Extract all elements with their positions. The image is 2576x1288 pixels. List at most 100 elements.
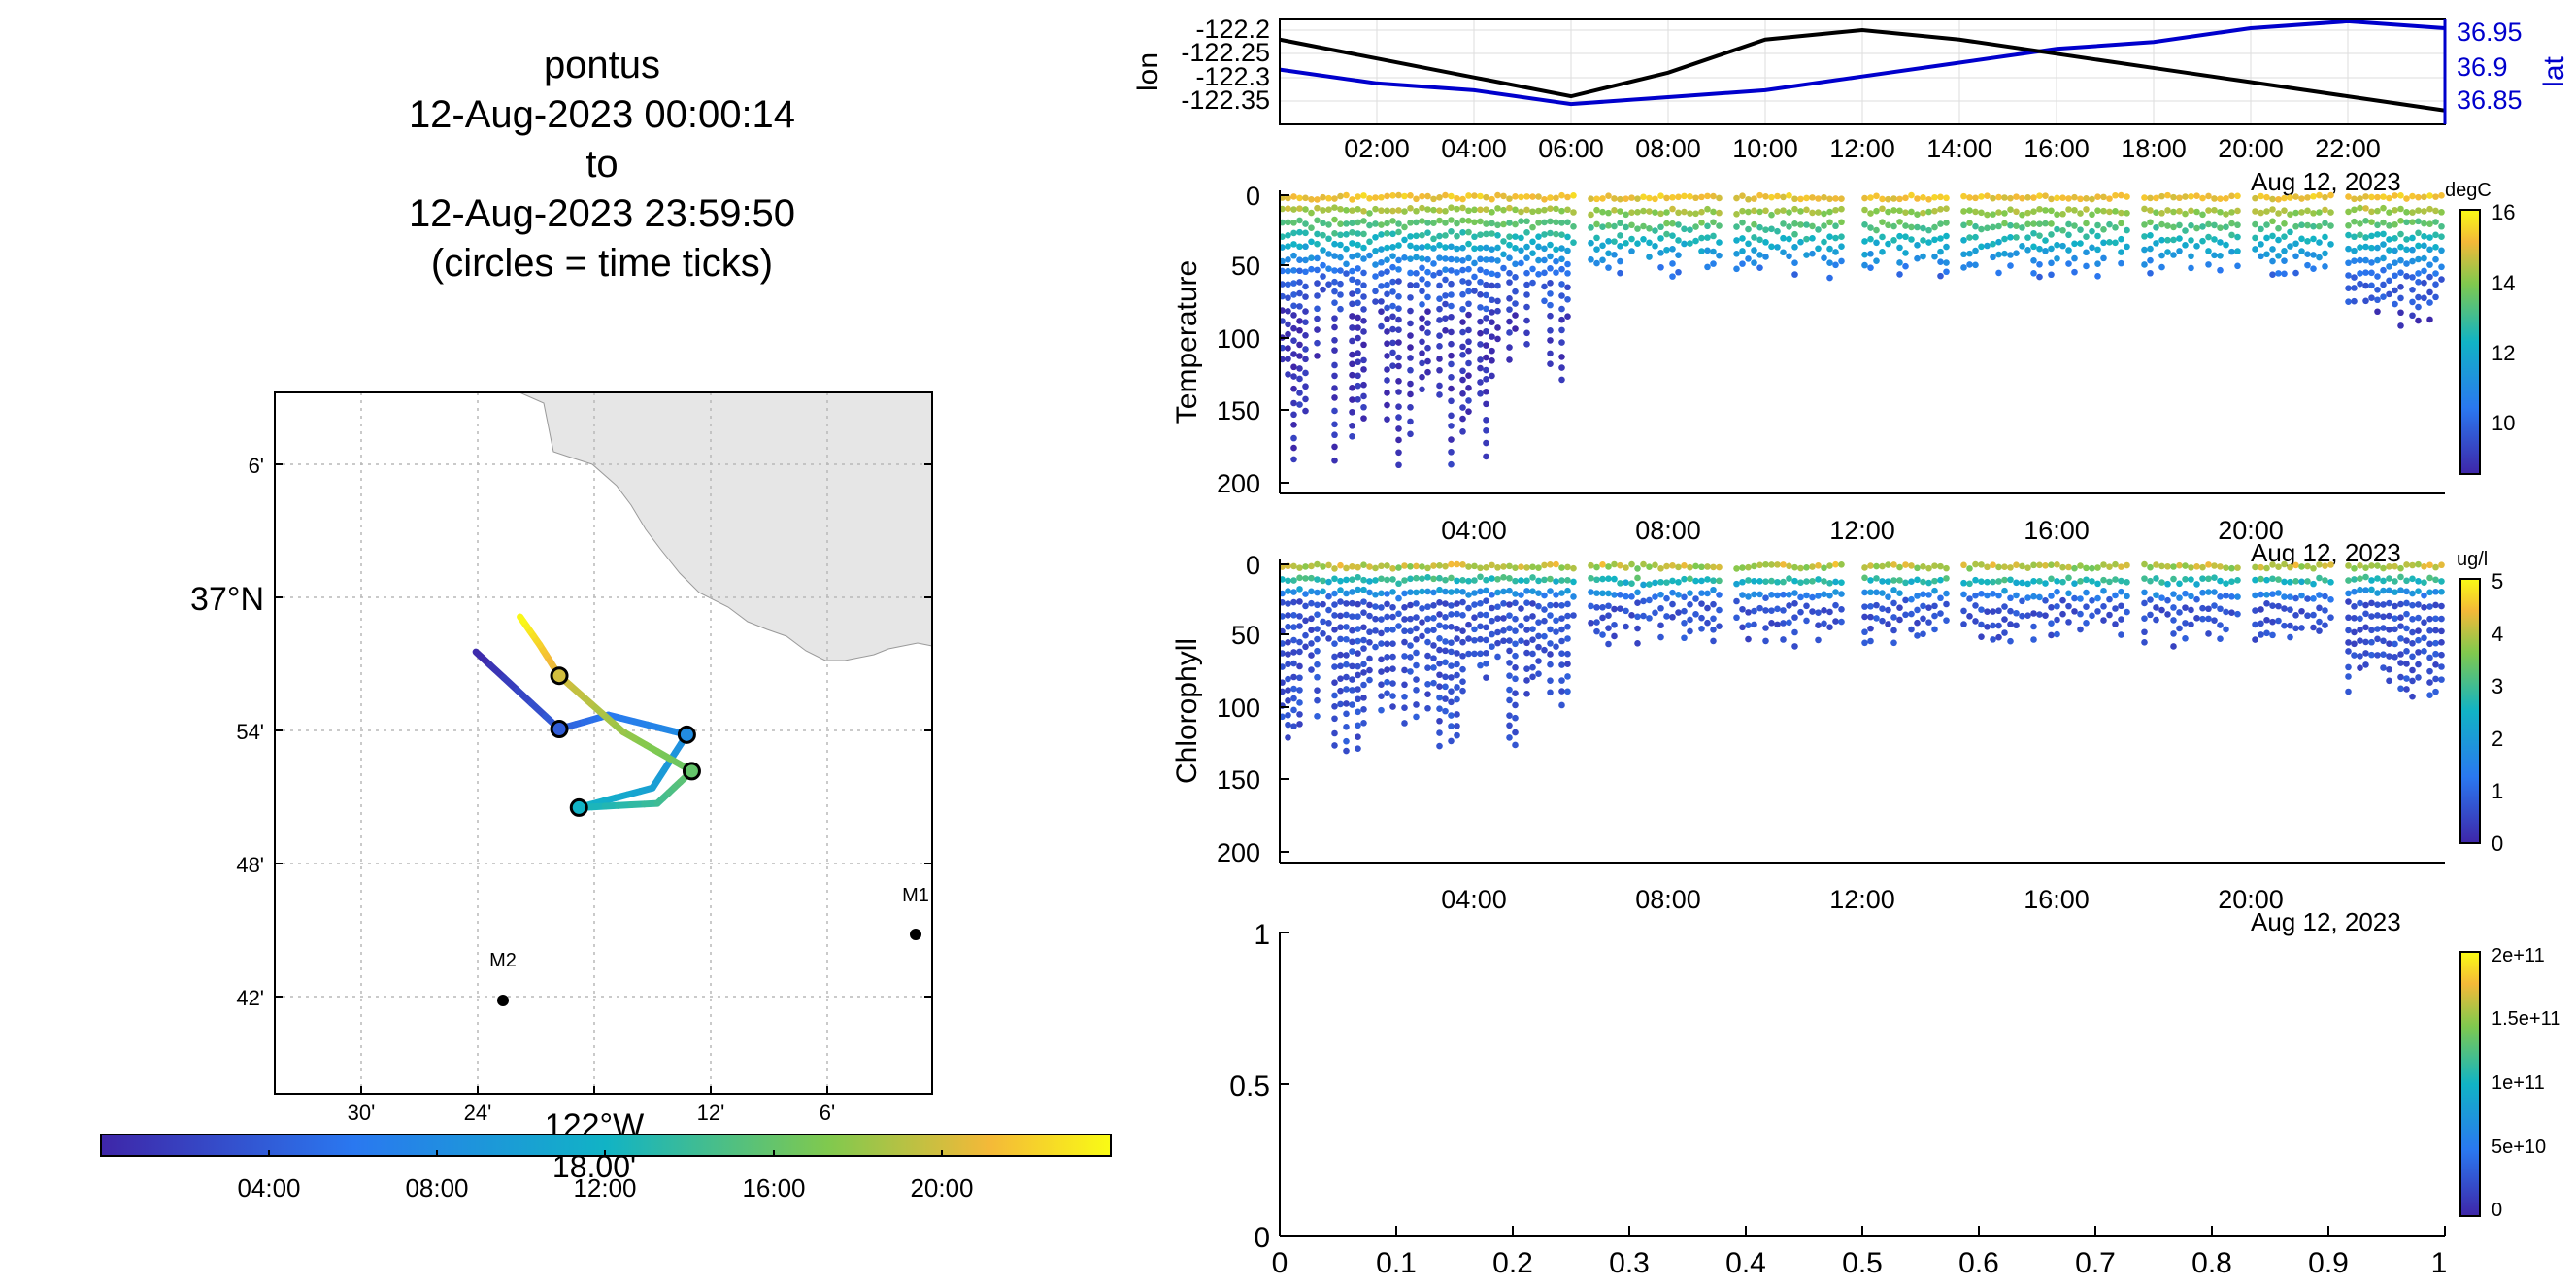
profile-point (2380, 601, 2387, 608)
profile-point (1791, 243, 1798, 251)
profile-point (2397, 205, 2404, 213)
empty-xtick: 0.6 (1958, 1247, 1999, 1279)
profile-point (2432, 293, 2439, 301)
profile-point (2013, 579, 2020, 587)
profile-point (2426, 220, 2433, 227)
profile-point (1599, 561, 1606, 568)
profile-point (1483, 674, 1489, 681)
profile-point (1558, 231, 1565, 238)
profile-point (2345, 259, 2352, 267)
profile-point (1558, 650, 1565, 657)
profile-point (2153, 224, 2159, 231)
profile-point (1704, 234, 1711, 241)
profile-point (2059, 226, 2066, 234)
profile-point (1599, 614, 1606, 622)
profile-point (1296, 303, 1303, 310)
profile-point (1675, 268, 1682, 276)
profile-point (1436, 391, 1443, 398)
profile-point (1663, 209, 1670, 216)
profile-point (1285, 721, 1291, 729)
profile-point (1797, 238, 1804, 246)
profile-point (2397, 309, 2404, 317)
profile-point (1617, 605, 1623, 612)
profile-point (2170, 575, 2177, 583)
profile-point (2415, 229, 2422, 237)
profile-point (1419, 288, 1425, 295)
profile-point (1280, 257, 1286, 265)
profile-point (1331, 267, 1338, 274)
temp-ytick: 100 (1217, 324, 1260, 354)
profile-point (1873, 601, 1880, 609)
profile-point (1669, 205, 1676, 213)
profile-point (2182, 620, 2189, 627)
profile-point (1506, 601, 1513, 608)
profile-point (1518, 218, 1524, 225)
profile-point (1547, 265, 1554, 272)
profile-point (1623, 607, 1629, 615)
profile-point (1285, 256, 1291, 263)
profile-point (1815, 226, 1822, 233)
profile-point (1885, 240, 1891, 248)
profile-point (1553, 219, 1559, 226)
profile-point (1314, 326, 1321, 333)
profile-point (1419, 338, 1425, 346)
profile-point (1360, 609, 1367, 617)
profile-point (1984, 224, 1991, 232)
profile-point (2170, 630, 2177, 637)
profile-point (1925, 579, 1932, 587)
profile-point (2281, 605, 2288, 612)
profile-point (1401, 603, 1408, 611)
profile-point (1687, 240, 1693, 247)
profile-point (1407, 380, 1414, 388)
profile-point (2392, 272, 2398, 280)
profile-point (1343, 220, 1350, 227)
profile-point (2322, 250, 2328, 257)
profile-point (1564, 623, 1571, 630)
empty-xtick: 1 (2431, 1247, 2448, 1279)
profile-point (1995, 633, 2002, 641)
profile-point (1931, 236, 1938, 244)
profile-point (1459, 428, 1466, 435)
profile-point (1372, 603, 1379, 610)
profile-point (1972, 576, 1979, 584)
profile-point (1331, 253, 1338, 259)
profile-point (2042, 597, 2049, 604)
profile-point (1885, 606, 1891, 614)
profile-point (2013, 609, 2020, 617)
profile-point (1558, 577, 1565, 584)
profile-point (1908, 626, 1915, 633)
profile-point (1925, 208, 1932, 216)
profile-point (2094, 608, 2101, 615)
profile-point (1465, 338, 1472, 346)
profile-point (2438, 602, 2445, 610)
profile-point (2397, 623, 2404, 629)
profile-point (2083, 220, 2090, 227)
profile-point (2351, 652, 2358, 659)
profile-point (1547, 301, 1554, 309)
profile-point (2392, 654, 2398, 661)
profile-point (1424, 664, 1431, 672)
profile-point (1314, 696, 1321, 704)
profile-point (2030, 593, 2037, 600)
profile-point (2345, 298, 2352, 305)
profile-point (1407, 294, 1414, 301)
profile-point (2164, 207, 2171, 214)
profile-point (1914, 564, 1921, 572)
profile-point (2211, 574, 2218, 581)
profile-point (1401, 666, 1408, 674)
profile-point (2403, 648, 2410, 655)
profile-point (2106, 578, 2113, 586)
profile-point (2147, 245, 2154, 253)
profile-point (1413, 676, 1420, 683)
profile-point (1873, 589, 1880, 596)
profile-point (1483, 256, 1489, 263)
profile-point (2001, 220, 2008, 227)
profile-point (1564, 587, 1571, 594)
profile-point (1296, 205, 1303, 212)
profile-point (1541, 231, 1548, 238)
profile-point (1349, 371, 1355, 379)
profile-point (2176, 594, 2183, 601)
profile-point (1296, 638, 1303, 646)
profile-point (1372, 220, 1379, 227)
profile-point (2001, 235, 2008, 243)
